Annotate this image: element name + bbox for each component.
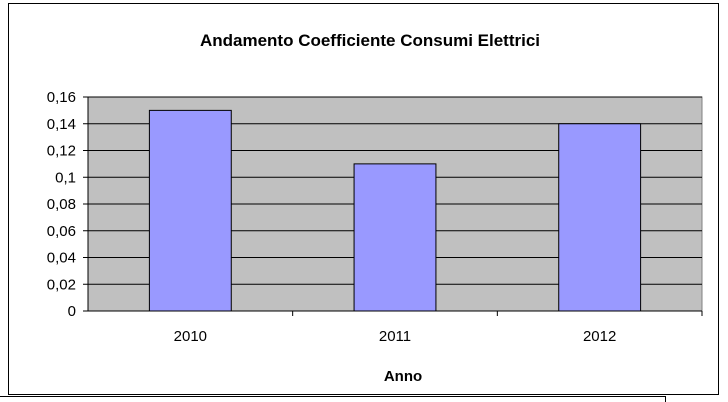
y-tick-label: 0,16 bbox=[47, 89, 76, 106]
y-tick-label: 0,1 bbox=[55, 169, 76, 186]
y-tick-label: 0,14 bbox=[47, 116, 76, 133]
bar-2010 bbox=[148, 109, 232, 312]
x-tick-label: 2011 bbox=[379, 328, 411, 345]
bar-2011 bbox=[353, 163, 437, 312]
y-tick-label: 0,04 bbox=[47, 250, 76, 267]
y-axis-tick-labels: 0 0,02 0,04 0,06 0,08 0,1 0,12 0,14 0,16 bbox=[47, 89, 76, 320]
y-tick-label: 0 bbox=[68, 303, 76, 320]
x-axis-tick-labels: 2010 2011 2012 bbox=[174, 328, 617, 345]
chart-title: Andamento Coefficiente Consumi Elettrici bbox=[200, 31, 540, 50]
bars bbox=[148, 109, 642, 312]
y-tick-label: 0,06 bbox=[47, 223, 76, 240]
bar-2012 bbox=[558, 123, 642, 312]
x-tick-label: 2012 bbox=[583, 328, 616, 345]
overlapping-window-edge bbox=[0, 396, 666, 402]
y-tick-label: 0,02 bbox=[47, 276, 76, 293]
axes bbox=[83, 96, 703, 316]
x-axis-title: Anno bbox=[384, 368, 422, 385]
y-tick-label: 0,12 bbox=[47, 143, 76, 160]
x-tick-label: 2010 bbox=[174, 328, 207, 345]
y-tick-label: 0,08 bbox=[47, 196, 76, 213]
